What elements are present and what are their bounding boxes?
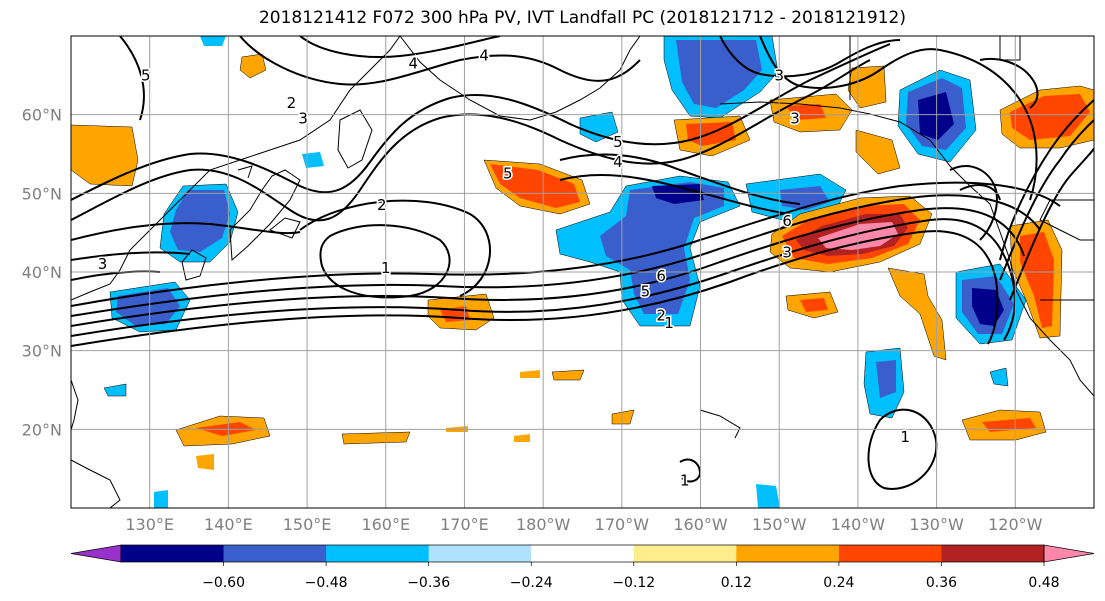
contour-label: 5: [613, 133, 623, 151]
lat-label: 50°N: [22, 184, 62, 203]
colorbar-segment: [531, 545, 635, 562]
contour-label: 5: [641, 283, 651, 301]
colorbar-segment: [633, 545, 737, 562]
lon-label: 130°W: [909, 515, 964, 534]
lon-label: 160°W: [673, 515, 728, 534]
map-layers: [71, 36, 1094, 508]
colorbar-tick-label: −0.48: [305, 575, 348, 591]
lon-label: 180°W: [516, 515, 571, 534]
contour-label: 5: [141, 66, 151, 84]
contour-label: 3: [790, 110, 800, 128]
colorbar-extend-high: [1043, 544, 1095, 563]
contour-label: 1: [680, 471, 690, 489]
contour-label: 4: [613, 153, 623, 171]
lat-label: 20°N: [22, 420, 62, 439]
lat-label: 40°N: [22, 263, 62, 282]
contour-label: 1: [900, 428, 910, 446]
colorbar-tick-label: 0.12: [721, 575, 752, 591]
lon-label: 170°W: [595, 515, 650, 534]
contour-label: 2: [287, 94, 297, 112]
colorbar-segment: [736, 545, 840, 562]
contour-label: 3: [782, 243, 792, 261]
lon-label: 160°E: [361, 515, 410, 534]
colorbar-tick-label: −0.60: [202, 575, 245, 591]
colorbar-segment: [838, 545, 942, 562]
colorbar-extend-low: [70, 544, 122, 563]
contour-label: 2: [377, 196, 387, 214]
contour-label: 6: [782, 212, 792, 230]
lat-label: 30°N: [22, 342, 62, 361]
contour-label: 5: [503, 165, 513, 183]
colorbar-tick-label: −0.24: [510, 575, 553, 591]
contour-label: 3: [98, 255, 108, 273]
plot-frame: [70, 35, 1095, 509]
longitude-labels: 130°E 140°E 150°E 160°E 170°E 180°W 170°W 160°W…: [125, 515, 1042, 534]
contour-label: 6: [656, 267, 666, 285]
pv-shading: [71, 36, 1094, 508]
grid: [71, 36, 1094, 508]
contour-label: 1: [381, 259, 391, 277]
contour-label: 2: [656, 306, 666, 324]
colorbar-tick-label: 0.24: [823, 575, 854, 591]
lon-label: 150°E: [283, 515, 332, 534]
colorbar-segment: [326, 545, 430, 562]
lon-label: 130°E: [125, 515, 174, 534]
latitude-labels: 60°N 50°N 40°N 30°N 20°N: [22, 106, 62, 440]
lon-label: 140°E: [204, 515, 253, 534]
contour-label: 3: [774, 66, 784, 84]
contour-label: 4: [409, 55, 419, 73]
map-title: 2018121412 F072 300 hPa PV, IVT Landfall…: [258, 8, 906, 28]
lon-label: 140°W: [831, 515, 886, 534]
colorbar-segment: [428, 545, 532, 562]
lon-label: 150°W: [752, 515, 807, 534]
colorbar-segment: [223, 545, 327, 562]
lon-label: 170°E: [440, 515, 489, 534]
contour-label: 4: [479, 47, 489, 65]
contour-label: 3: [298, 110, 308, 128]
colorbar-tick-label: 0.48: [1028, 575, 1059, 591]
colorbar-segment: [121, 545, 225, 562]
colorbar-frame: [120, 544, 1045, 563]
contour-label: 1: [664, 314, 674, 332]
colorbar-tick-label: 0.36: [926, 575, 957, 591]
lon-label: 120°W: [988, 515, 1043, 534]
colorbar-tick-label: −0.36: [407, 575, 450, 591]
colorbar-tick-label: −0.12: [612, 575, 655, 591]
colorbar: −0.60 −0.48 −0.36 −0.24 −0.12 0.12 0.24 0.36 0.4…: [70, 544, 1095, 591]
colorbar-segment: [941, 545, 1045, 562]
lat-label: 60°N: [22, 106, 62, 125]
